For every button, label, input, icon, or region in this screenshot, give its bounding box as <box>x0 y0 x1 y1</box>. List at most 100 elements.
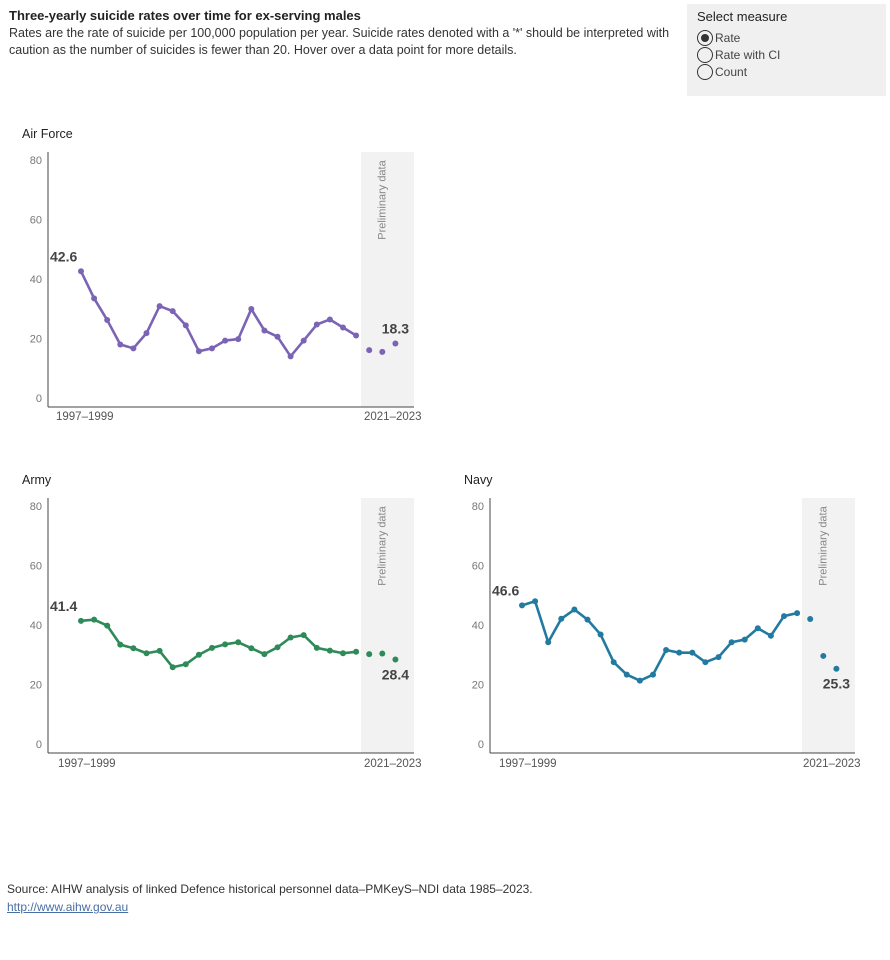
army-y-tick-label: 0 <box>36 739 42 751</box>
navy-data-point <box>663 646 670 653</box>
air-force-data-point <box>313 321 320 328</box>
radio-selected-icon[interactable] <box>697 29 713 46</box>
army-data-point <box>313 644 320 651</box>
navy-series-line <box>520 599 799 682</box>
army-preliminary-shade <box>361 498 414 753</box>
air-force-data-point <box>209 345 215 352</box>
navy-preliminary-point <box>820 652 827 659</box>
navy-data-point <box>558 615 565 622</box>
page-title: Three-yearly suicide rates over time for… <box>9 8 361 23</box>
army-data-point <box>274 644 281 651</box>
army-data-point <box>235 639 242 646</box>
navy-data-point <box>532 598 539 605</box>
navy-preliminary-shade <box>802 498 855 753</box>
navy-data-point <box>584 616 591 623</box>
army-start-value-label: 41.4 <box>50 598 77 614</box>
air-force-data-point <box>156 303 163 310</box>
navy-data-point <box>597 631 604 638</box>
army-data-point <box>248 645 255 652</box>
army-data-point <box>91 616 98 623</box>
air-force-data-point <box>117 341 124 348</box>
navy-y-tick-label: 60 <box>472 561 484 573</box>
air-force-x-last-label: 2021–2023 <box>364 411 422 423</box>
army-data-point <box>169 664 176 671</box>
air-force-data-point <box>248 306 255 313</box>
air-force-preliminary-point <box>366 347 373 354</box>
air-force-preliminary-point <box>379 348 386 355</box>
army-data-point <box>261 651 268 658</box>
army-data-point <box>287 634 294 641</box>
army-end-value-label: 28.4 <box>382 667 409 683</box>
navy-data-point <box>702 659 709 666</box>
army-data-point <box>78 617 84 624</box>
measure-option-count[interactable]: Count <box>697 63 747 80</box>
army-data-point <box>209 644 215 651</box>
navy-data-point <box>741 636 748 643</box>
navy-data-point <box>623 671 630 678</box>
air-force-data-point <box>274 333 281 340</box>
air-force-data-point <box>287 353 294 360</box>
army-chart-title: Army <box>22 473 52 487</box>
army-data-point <box>353 648 360 655</box>
air-force-data-point <box>91 295 98 302</box>
air-force-data-point <box>261 327 268 334</box>
navy-data-point <box>636 677 643 684</box>
navy-preliminary-label: Preliminary data <box>818 505 830 585</box>
air-force-x-first-label: 1997–1999 <box>56 411 114 423</box>
army-data-point <box>300 632 307 639</box>
army-preliminary-point <box>379 650 386 657</box>
measure-selector-title: Select measure <box>697 9 788 24</box>
source-note: Source: AIHW analysis of linked Defence … <box>7 882 533 896</box>
air-force-y-tick-label: 40 <box>30 274 42 286</box>
measure-option-label: Rate <box>715 30 741 45</box>
air-force-data-point <box>143 330 150 337</box>
air-force-y-tick-label: 0 <box>36 393 42 405</box>
navy-data-point <box>715 654 722 661</box>
navy-data-point <box>519 602 525 609</box>
navy-y-tick-label: 20 <box>472 680 484 692</box>
measure-selector: Select measure Rate Rate with CI Count <box>687 4 886 96</box>
navy-y-tick-label: 0 <box>478 739 484 751</box>
army-x-first-label: 1997–1999 <box>58 758 116 770</box>
air-force-data-point <box>104 317 111 324</box>
navy-data-point <box>676 649 683 656</box>
measure-option-rate[interactable]: Rate <box>697 29 740 46</box>
air-force-data-point <box>195 348 202 355</box>
navy-data-point <box>781 613 787 620</box>
air-force-data-point <box>353 332 360 339</box>
navy-data-point <box>728 639 735 646</box>
army-x-last-label: 2021–2023 <box>364 758 422 770</box>
air-force-preliminary-label: Preliminary data <box>377 159 389 239</box>
army-data-point <box>104 622 111 629</box>
army-data-point <box>117 641 124 648</box>
air-force-data-point <box>326 316 333 323</box>
army-preliminary-label: Preliminary data <box>377 505 389 585</box>
air-force-data-point <box>78 268 84 275</box>
navy-data-point <box>767 632 774 639</box>
army-preliminary-point <box>366 651 373 658</box>
air-force-data-point <box>300 337 307 344</box>
army-preliminary-point <box>392 656 399 663</box>
measure-option-rate-with-ci[interactable]: Rate with CI <box>697 46 780 63</box>
navy-data-point <box>689 649 696 656</box>
source-link[interactable]: http://www.aihw.gov.au <box>7 900 129 914</box>
army-data-point <box>182 661 189 668</box>
army-data-point <box>340 650 346 657</box>
air-force-data-point <box>340 324 346 331</box>
army-y-tick-label: 60 <box>30 561 42 573</box>
army-data-point <box>222 641 229 648</box>
air-force-preliminary-shade <box>361 152 414 407</box>
army-data-point <box>326 647 333 654</box>
radio-unselected-icon[interactable] <box>697 63 713 80</box>
air-force-data-point <box>182 322 189 329</box>
radio-unselected-icon[interactable] <box>697 46 713 63</box>
navy-data-point <box>794 610 801 617</box>
army-series-line <box>79 618 358 669</box>
air-force-end-value-label: 18.3 <box>382 321 409 337</box>
air-force-data-point <box>169 308 176 315</box>
air-force-chart-title: Air Force <box>22 127 73 141</box>
army-data-point <box>156 647 163 654</box>
navy-data-point <box>545 639 552 646</box>
measure-option-label: Count <box>715 64 748 79</box>
